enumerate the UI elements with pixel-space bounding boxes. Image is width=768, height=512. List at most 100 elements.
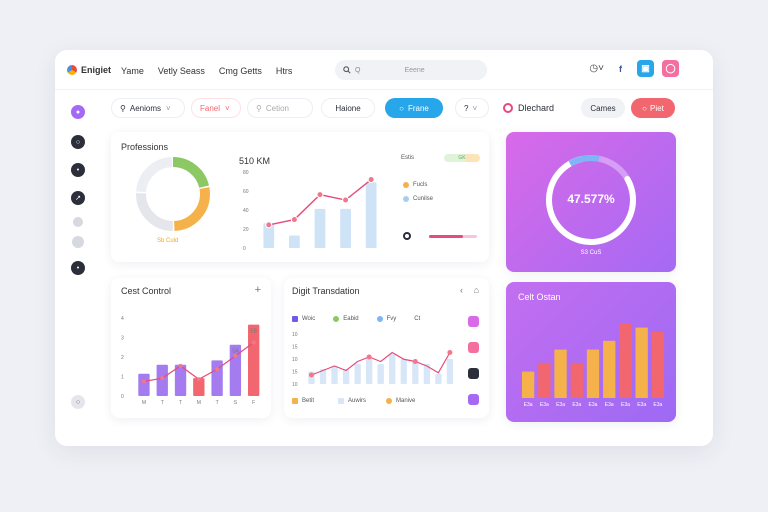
filter-dropdown[interactable]: ⚲ Aenioms ˅ [111, 98, 185, 118]
line-point [265, 221, 273, 229]
help-icon[interactable]: ○ [71, 395, 85, 409]
action-icon[interactable] [468, 394, 479, 405]
facebook-icon[interactable]: f [619, 63, 622, 74]
bar [365, 182, 377, 248]
legend-bottom: Betit Auwirs Manive [292, 398, 415, 404]
red-button-label: Piet [650, 103, 664, 113]
action-icon[interactable] [468, 316, 479, 327]
bar [342, 369, 350, 384]
professions-donut [136, 157, 210, 231]
line-point [308, 372, 314, 378]
x-tick-label: E3a [653, 402, 662, 408]
x-tick-label: E3a [556, 402, 565, 408]
bar [586, 349, 600, 398]
x-tick-label: E3a [637, 402, 646, 408]
chat-icon[interactable]: ○ [71, 135, 85, 149]
legend-dot [333, 316, 340, 322]
clock-icon[interactable]: ◷˅ [589, 63, 604, 74]
add-button[interactable]: + [254, 284, 261, 296]
bar [354, 364, 361, 384]
logo-text: Enigiet [81, 65, 112, 75]
bar [400, 359, 407, 384]
settings-icon[interactable] [72, 236, 84, 248]
line-point [447, 350, 453, 355]
legend-label: Betit [302, 398, 315, 404]
donut-label: Sb Culd [157, 238, 178, 244]
toolbar-search[interactable]: ⚲ Cetion [247, 98, 313, 118]
progress-ring [546, 155, 636, 245]
legend-dot [376, 316, 383, 322]
bar [377, 364, 384, 384]
bar-label: EB [250, 329, 257, 335]
bar [248, 324, 260, 396]
dot-icon[interactable] [73, 217, 83, 227]
legend-label: Manive [396, 398, 416, 404]
x-tick-label: F [252, 400, 255, 406]
nav-link-2[interactable]: Vetly Seass [157, 66, 205, 76]
compass-icon[interactable]: ↗ [71, 191, 85, 205]
transaction-chart: 10 15 10 15 10 [292, 332, 454, 388]
search-icon: ⚲ [256, 103, 262, 113]
red-button[interactable]: ○ Piet [631, 98, 675, 118]
home-icon[interactable]: ⌂ [473, 285, 479, 295]
help-button[interactable]: ? ˅ [455, 98, 489, 118]
action-icon[interactable] [468, 368, 479, 379]
chevron-left-icon[interactable]: ‹ [460, 285, 463, 295]
x-tick-label: T [216, 400, 219, 406]
primary-button-label: Frane [407, 103, 429, 113]
transaction-title: Digit Transdation [292, 286, 360, 296]
nav-link-4[interactable]: Htrs [275, 66, 293, 76]
instagram-icon[interactable]: ◯ [662, 60, 679, 77]
bar [635, 327, 648, 398]
search-text: Q [355, 66, 361, 74]
y-tick-label: 10 [292, 332, 298, 338]
legend-item-2: Cunilse [403, 196, 433, 202]
pin-icon[interactable]: • [71, 261, 85, 275]
legend-top: Woic Eabid Fvy Ct [292, 316, 420, 322]
x-tick-label: E3a [621, 402, 630, 408]
line-point [178, 363, 183, 368]
legend-square [292, 316, 298, 322]
bar [651, 332, 665, 398]
x-tick-label: M [197, 400, 201, 406]
search-icon: ⚲ [120, 103, 126, 113]
app-window: Enigiet Yame Vetly Seass Cmg Getts Htrs … [55, 50, 713, 446]
series-line [311, 351, 451, 376]
top-nav: Enigiet Yame Vetly Seass Cmg Getts Htrs … [55, 50, 713, 90]
nav-link-1[interactable]: Yame [121, 66, 144, 76]
search-input[interactable]: Q Eeene [335, 60, 487, 80]
toggle-icon[interactable] [403, 232, 411, 240]
range-slider[interactable] [429, 235, 477, 238]
location-icon[interactable]: • [71, 163, 85, 177]
app-logo[interactable]: Enigiet [67, 65, 111, 75]
bar [389, 354, 396, 384]
sidebar: ● ○ • ↗ • ○ [71, 105, 87, 409]
y-tick-label: 10 [292, 382, 298, 388]
bar [521, 371, 535, 398]
legend-item-1: Fucls [403, 182, 427, 188]
action-icon[interactable] [468, 342, 479, 353]
legend-square [292, 398, 298, 404]
circle-icon: ○ [399, 103, 404, 113]
bar-label: SA [232, 349, 239, 355]
outline-button[interactable]: Cames [581, 98, 625, 118]
dashboard-icon[interactable]: ● [71, 105, 85, 119]
app-icon[interactable]: ▣ [637, 60, 654, 77]
y-tick-label: 0 [121, 394, 124, 400]
line-point [366, 354, 372, 360]
x-tick-label: E3a [589, 402, 598, 408]
cost-control-chart: 0 1 2 3 4 M T T M T S SA F EB [121, 316, 260, 406]
bar [412, 361, 419, 384]
search-placeholder: Eeene [404, 66, 425, 74]
bar [319, 369, 327, 384]
legend-header: Estis GK [401, 154, 481, 162]
legend-badge: GK [444, 154, 481, 162]
line-point [233, 353, 238, 358]
dashboard-label: Dlechard [518, 103, 555, 113]
nav-link-3[interactable]: Cmg Getts [218, 66, 262, 76]
panel-dropdown[interactable]: Fanel ˅ [191, 98, 241, 118]
donut-slice [136, 157, 210, 231]
legend-label: Eabid [343, 316, 359, 322]
primary-button[interactable]: ○ Frane [385, 98, 443, 118]
neutral-button[interactable]: Haione [321, 98, 375, 118]
